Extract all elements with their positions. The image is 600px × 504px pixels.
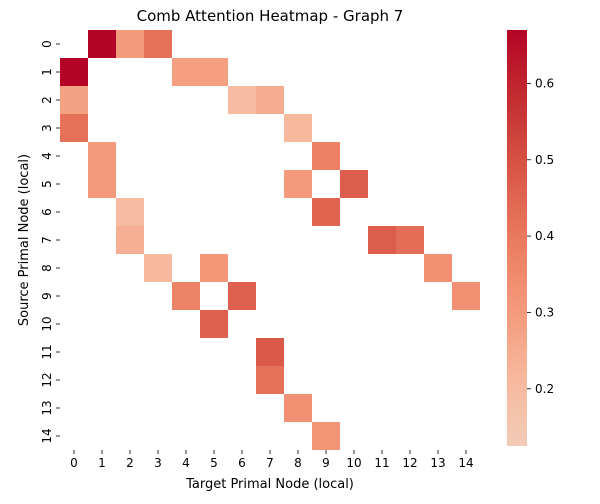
x-tick-label: 11 <box>374 456 389 470</box>
x-axis-ticks: 0 1 2 3 4 5 6 7 8 9 10 11 12 13 14 <box>70 450 474 470</box>
heatmap-cell-r0-c2 <box>116 30 144 58</box>
colorbar-tick-label: 0.6 <box>535 76 554 90</box>
heatmap-cell-r7-c2 <box>116 226 144 254</box>
heatmap-cell-r13-c8 <box>284 394 312 422</box>
heatmap-cell-r1-c5 <box>200 58 228 86</box>
heatmap-cell-r12-c7 <box>256 366 284 394</box>
x-tick-label: 14 <box>458 456 473 470</box>
x-axis-label: Target Primal Node (local) <box>185 477 354 492</box>
y-tick-label: 13 <box>40 400 54 415</box>
heatmap-cell-r6-c2 <box>116 198 144 226</box>
colorbar-tick-label: 0.2 <box>535 382 554 396</box>
x-tick-label: 0 <box>70 456 78 470</box>
y-tick-label: 1 <box>40 68 54 76</box>
y-tick-label: 2 <box>40 96 54 104</box>
heatmap-cell-r8-c13 <box>424 254 452 282</box>
heatmap-cells <box>60 30 480 450</box>
heatmap-cell-r9-c4 <box>172 282 200 310</box>
y-tick-label: 4 <box>40 152 54 160</box>
x-tick-label: 6 <box>238 456 246 470</box>
y-tick-label: 12 <box>40 372 54 387</box>
heatmap-cell-r8-c3 <box>144 254 172 282</box>
x-tick-label: 5 <box>210 456 218 470</box>
heatmap-cell-r9-c14 <box>452 282 480 310</box>
y-axis-label: Source Primal Node (local) <box>17 154 32 326</box>
x-tick-label: 7 <box>266 456 274 470</box>
heatmap-cell-r14-c9 <box>312 422 340 450</box>
chart-title: Comb Attention Heatmap - Graph 7 <box>137 7 404 25</box>
y-tick-label: 10 <box>40 316 54 331</box>
heatmap-cell-r2-c7 <box>256 86 284 114</box>
heatmap-cell-r4-c1 <box>88 142 116 170</box>
y-tick-label: 8 <box>40 264 54 272</box>
y-tick-label: 9 <box>40 292 54 300</box>
colorbar-ticks: 0.2 0.3 0.4 0.5 0.6 <box>527 76 554 396</box>
heatmap-cell-r2-c0 <box>60 86 88 114</box>
x-tick-label: 13 <box>430 456 445 470</box>
y-tick-label: 5 <box>40 180 54 188</box>
x-tick-label: 2 <box>126 456 134 470</box>
y-tick-label: 14 <box>40 428 54 443</box>
colorbar-tick-label: 0.4 <box>535 229 554 243</box>
heatmap-cell-r1-c0 <box>60 58 88 86</box>
y-tick-label: 11 <box>40 344 54 359</box>
colorbar-tick-label: 0.5 <box>535 153 554 167</box>
heatmap-cell-r5-c8 <box>284 170 312 198</box>
y-tick-label: 7 <box>40 236 54 244</box>
x-tick-label: 8 <box>294 456 302 470</box>
heatmap-cell-r6-c9 <box>312 198 340 226</box>
x-tick-label: 9 <box>322 456 330 470</box>
x-tick-label: 12 <box>402 456 417 470</box>
y-tick-label: 0 <box>40 40 54 48</box>
heatmap-cell-r0-c3 <box>144 30 172 58</box>
heatmap-cell-r4-c9 <box>312 142 340 170</box>
x-tick-label: 1 <box>98 456 106 470</box>
heatmap-cell-r3-c0 <box>60 114 88 142</box>
heatmap-cell-r5-c10 <box>340 170 368 198</box>
heatmap-cell-r5-c1 <box>88 170 116 198</box>
y-tick-label: 6 <box>40 208 54 216</box>
x-tick-label: 3 <box>154 456 162 470</box>
heatmap-cell-r3-c8 <box>284 114 312 142</box>
y-tick-label: 3 <box>40 124 54 132</box>
heatmap-cell-r11-c7 <box>256 338 284 366</box>
x-tick-label: 10 <box>346 456 361 470</box>
heatmap-cell-r9-c6 <box>228 282 256 310</box>
heatmap-cell-r7-c12 <box>396 226 424 254</box>
colorbar-tick-label: 0.3 <box>535 305 554 319</box>
heatmap-cell-r1-c4 <box>172 58 200 86</box>
heatmap-cell-r2-c6 <box>228 86 256 114</box>
heatmap-cell-r0-c1 <box>88 30 116 58</box>
heatmap-cell-r10-c5 <box>200 310 228 338</box>
x-tick-label: 4 <box>182 456 190 470</box>
heatmap-cell-r8-c5 <box>200 254 228 282</box>
colorbar <box>507 30 527 446</box>
heatmap-cell-r7-c11 <box>368 226 396 254</box>
